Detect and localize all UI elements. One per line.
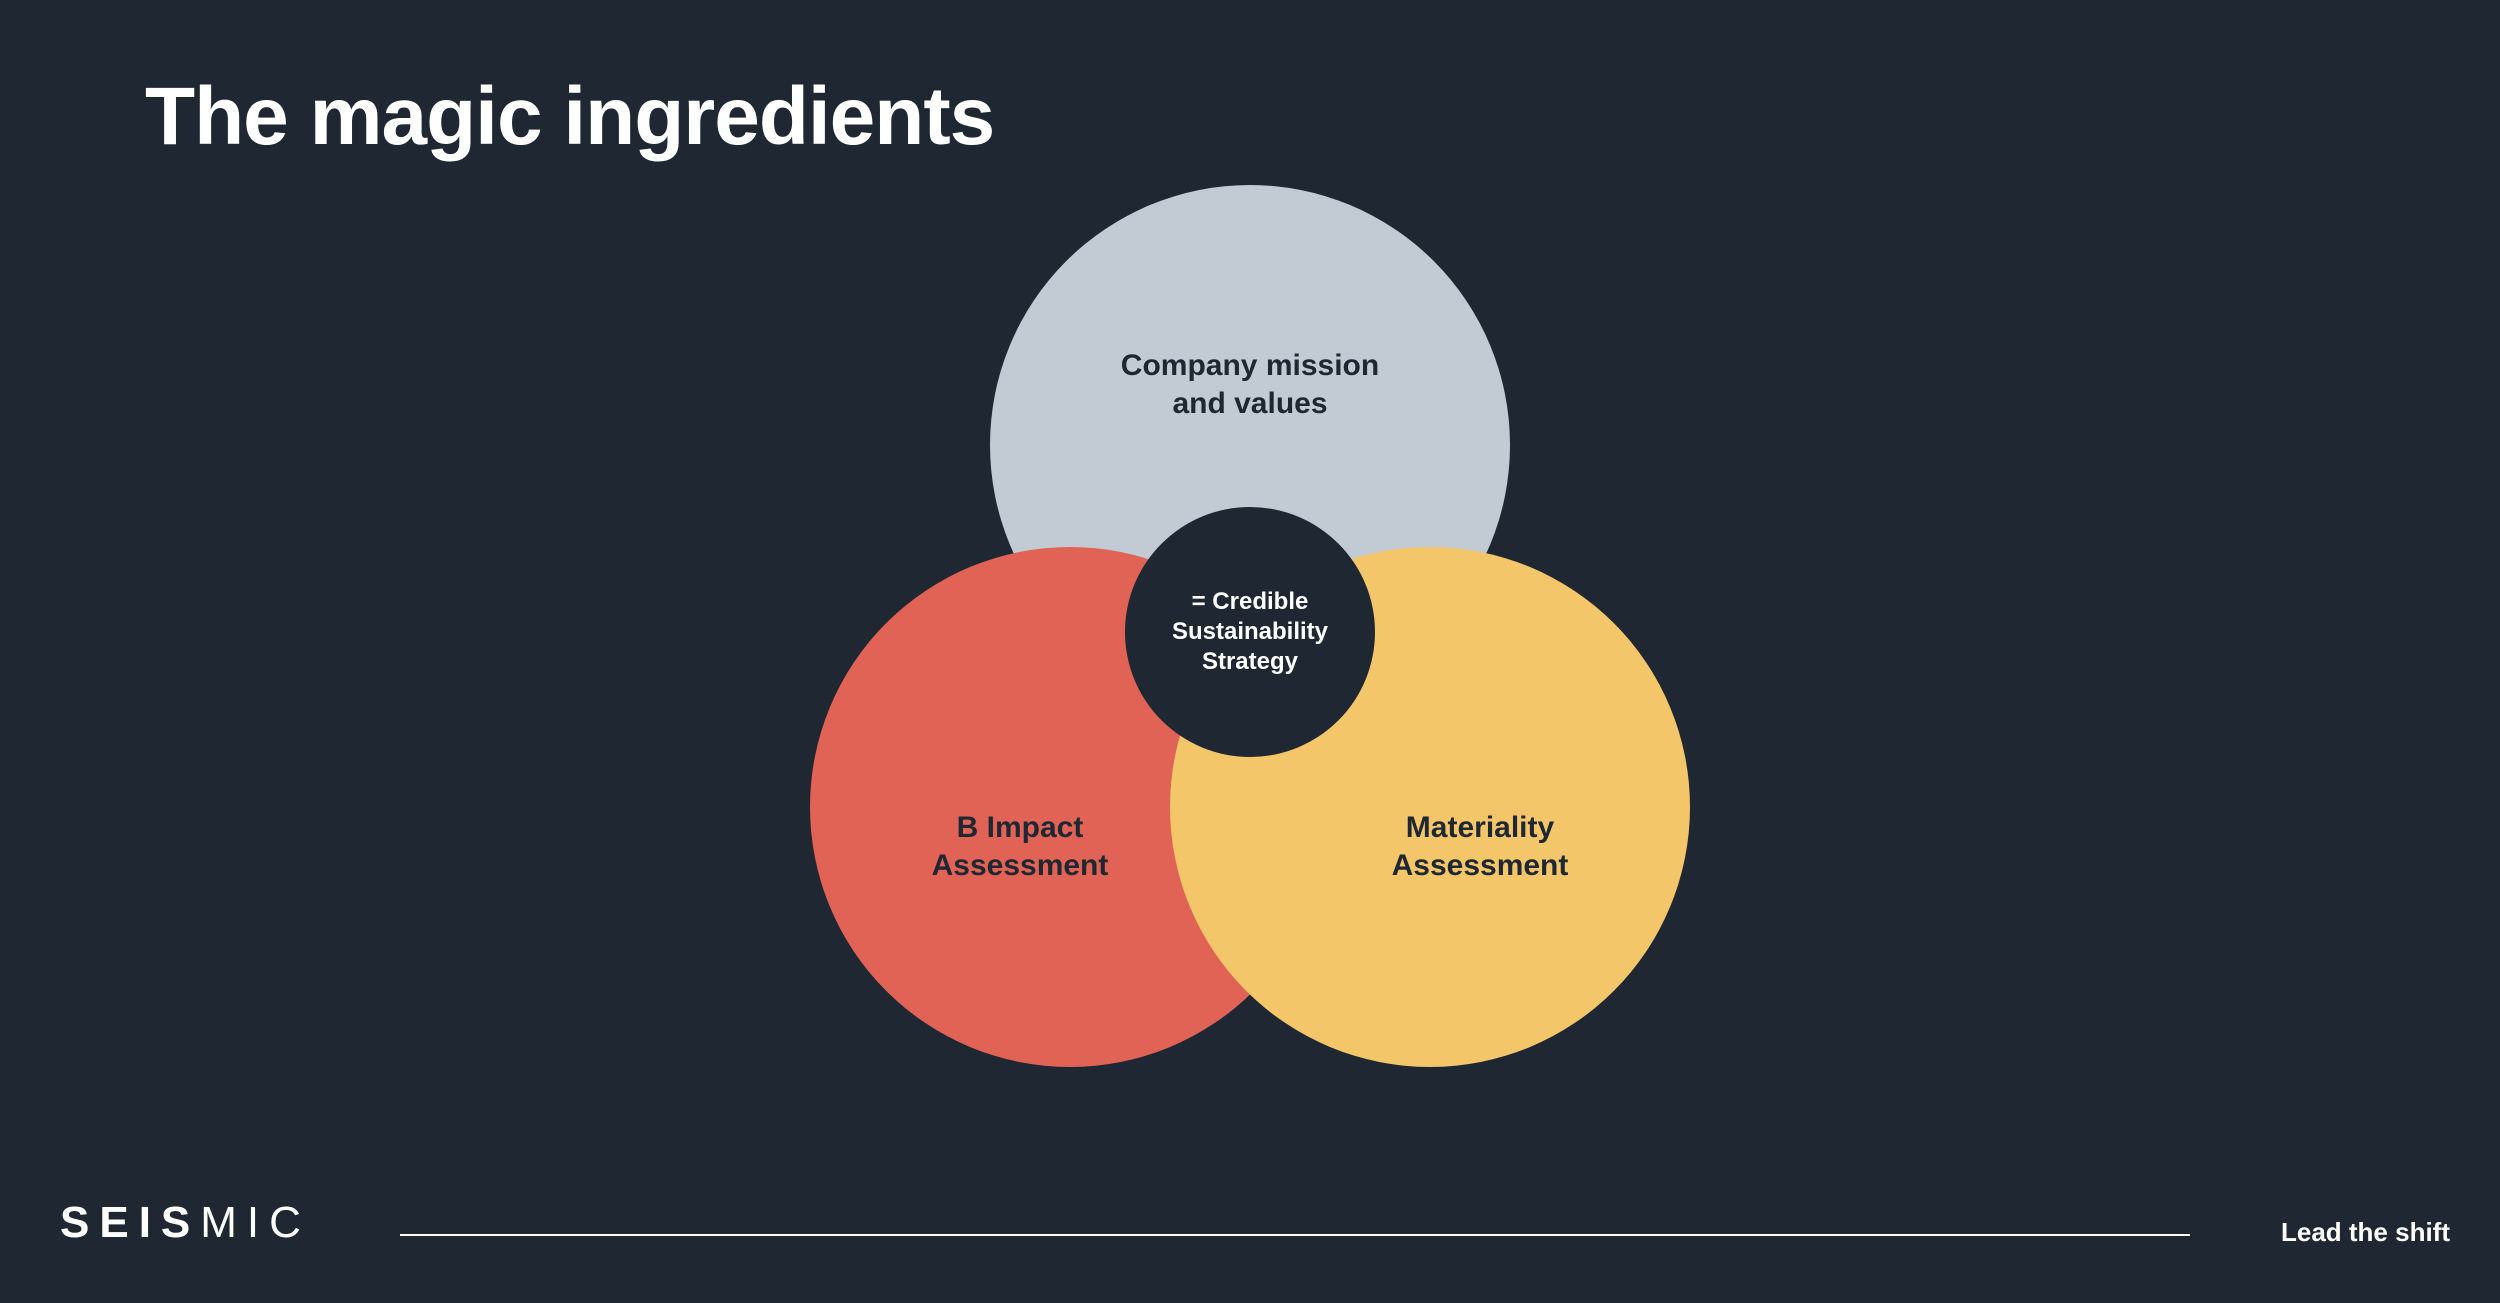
venn-circle-right-label: MaterialityAssessment — [1352, 809, 1609, 884]
slide: The magic ingredients Company missionand… — [0, 0, 2500, 1303]
brand-logo: SEISMIC — [60, 1198, 311, 1248]
venn-center: = CredibleSustainabilityStrategy — [1125, 507, 1375, 757]
venn-circle-top-label: Company missionand values — [1081, 347, 1419, 422]
slide-title: The magic ingredients — [145, 70, 994, 164]
venn-center-label: = CredibleSustainabilityStrategy — [1152, 587, 1348, 677]
footer-tagline: Lead the shift — [2281, 1217, 2450, 1248]
venn-diagram: Company missionand values B ImpactAssess… — [750, 152, 1750, 1152]
venn-circle-left-label: B ImpactAssessment — [892, 809, 1149, 884]
slide-footer: SEISMIC Lead the shift — [0, 1188, 2500, 1248]
footer-divider-line — [400, 1234, 2190, 1236]
